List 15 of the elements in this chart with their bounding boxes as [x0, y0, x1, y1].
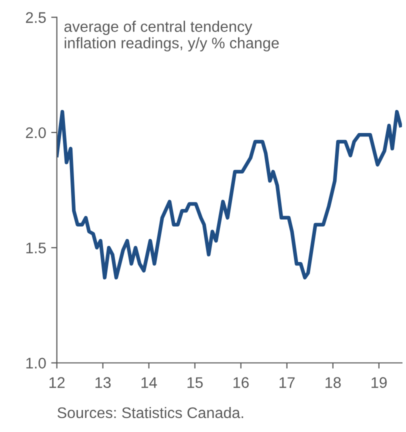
x-tick-label: 15	[188, 377, 203, 388]
source-note: Sources: Statistics Canada.	[58, 406, 244, 418]
x-tick-label: 18	[326, 377, 341, 388]
x-tick-label: 12	[50, 377, 65, 388]
line-series	[56, 110, 402, 280]
x-tick-label: 16	[234, 377, 249, 388]
y-tick-label: 1.5	[26, 242, 46, 254]
annotation: average of central tendency inflation readings, y/y % change	[64, 20, 279, 52]
x-tick-label: 14	[142, 377, 157, 388]
y-tick-label: 1.0	[26, 358, 46, 369]
y-tick-label: 2.5	[26, 12, 46, 23]
x-tick-label: 17	[280, 377, 295, 388]
x-tick-label: 13	[96, 377, 111, 388]
x-tick-label: 19	[372, 377, 387, 388]
y-tick-label: 2.0	[26, 127, 46, 138]
